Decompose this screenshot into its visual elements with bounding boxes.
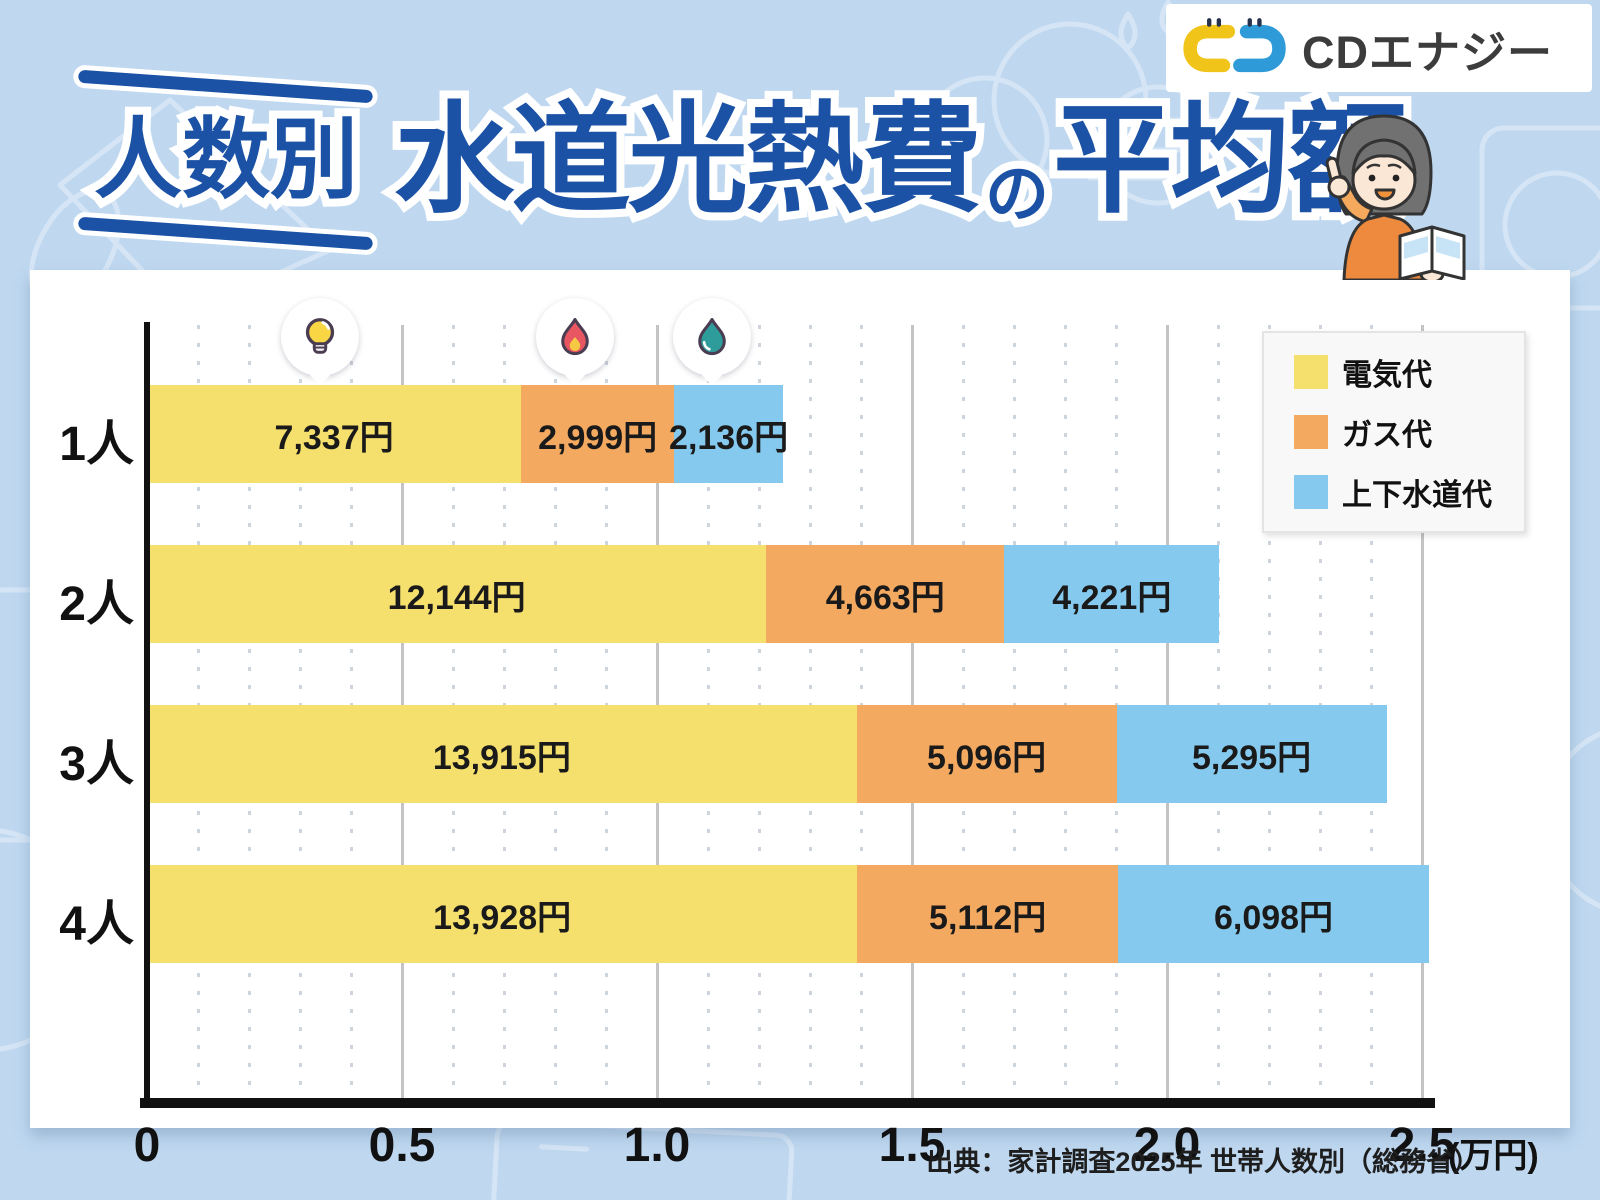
legend-item-電気代: 電気代 — [1294, 350, 1524, 394]
bar-value-label: 6,098円 — [1213, 898, 1334, 937]
title-prefix-block: 人数別 — [77, 69, 374, 251]
bar-segment-1人-ガス代: 2,999円 — [521, 385, 675, 483]
logo-text: CDエナジー — [1302, 26, 1553, 78]
bar-value-label: 2,136円 — [669, 418, 789, 457]
bar-segment-3人-ガス代: 5,096円 — [856, 705, 1117, 803]
bar-segment-1人-電気代: 7,337円 — [147, 385, 522, 483]
legend-swatch — [1294, 475, 1328, 509]
x-tick-label-0: 0 — [133, 1119, 161, 1172]
category-label-1: 1人 — [59, 418, 134, 471]
bar-segment-3人-上下水道代: 5,295円 — [1116, 705, 1387, 803]
legend-label: ガス代 — [1342, 419, 1432, 452]
plot-area: 電気代ガス代上下水道代 1人 7,337円 2,999円 2,136円 2人 12,144… — [30, 270, 1570, 1175]
bar-value-label: 5,112円 — [929, 898, 1047, 937]
legend-swatch — [1294, 355, 1328, 389]
chart-panel: 電気代ガス代上下水道代 1人 7,337円 2,999円 2,136円 2人 12,144… — [30, 270, 1570, 1175]
bar-value-label: 4,221円 — [1052, 578, 1172, 617]
bar-value-label: 7,337円 — [274, 418, 394, 457]
category-label-4: 4人 — [59, 898, 134, 951]
presenter-illustration — [1325, 114, 1466, 280]
flame-icon — [561, 317, 589, 356]
bar-value-label: 13,915円 — [432, 738, 571, 777]
x-axis-line — [140, 1098, 1435, 1108]
cd-energy-logo: CDエナジー — [1166, 4, 1592, 92]
x-tick-label-0.5: 0.5 — [368, 1119, 436, 1172]
page-title: 人数別 水道光熱費 の 平均額 — [77, 69, 1407, 251]
bar-segment-1人-上下水道代: 2,136円 — [669, 385, 788, 483]
bar-segment-2人-上下水道代: 4,221円 — [1004, 545, 1220, 643]
chart-legend: 電気代ガス代上下水道代 — [1262, 331, 1526, 533]
x-axis-unit-label: (万円) — [1448, 1137, 1539, 1175]
bar-segment-2人-電気代: 12,144円 — [147, 545, 767, 643]
y-axis-line — [144, 322, 150, 1106]
bar-value-label: 5,096円 — [927, 738, 1047, 777]
bar-segment-3人-電気代: 13,915円 — [147, 705, 857, 803]
bar-segment-4人-ガス代: 5,112円 — [857, 865, 1119, 963]
cd-energy-logo-mark — [1183, 18, 1286, 73]
title-main: 水道光熱費 — [394, 97, 982, 223]
gas-marker — [536, 298, 614, 376]
category-label-3: 3人 — [59, 738, 134, 791]
bar-segment-4人-上下水道代: 6,098円 — [1118, 865, 1430, 963]
category-label-2: 2人 — [59, 578, 134, 631]
legend-label: 電気代 — [1342, 359, 1432, 392]
water-marker — [673, 298, 751, 376]
x-tick-label-2.5: 2.5 — [1388, 1119, 1456, 1172]
bar-value-label: 2,999円 — [538, 418, 658, 457]
bar-value-label: 4,663円 — [825, 578, 945, 617]
legend-item-上下水道代: 上下水道代 — [1294, 470, 1524, 514]
gridline-major — [1420, 325, 1424, 1102]
x-tick-label-1.0: 1.0 — [623, 1119, 691, 1172]
title-prefix: 人数別 — [94, 113, 358, 207]
source-citation: 出典：家計調査2025年 世帯人数別（総務省） — [926, 1147, 1480, 1177]
bar-value-label: 5,295円 — [1192, 738, 1312, 777]
waterdrop-icon — [698, 317, 726, 356]
electricity-marker — [281, 298, 359, 376]
legend-label: 上下水道代 — [1342, 479, 1492, 512]
legend-swatch — [1294, 415, 1328, 449]
bar-segment-4人-電気代: 13,928円 — [147, 865, 858, 963]
bar-value-label: 12,144円 — [387, 578, 526, 617]
legend-item-ガス代: ガス代 — [1294, 410, 1524, 454]
lightbulb-icon — [305, 318, 335, 354]
x-tick-label-2.0: 2.0 — [1133, 1119, 1201, 1172]
bar-segment-2人-ガス代: 4,663円 — [766, 545, 1005, 643]
bar-value-label: 13,928円 — [433, 898, 572, 937]
x-tick-label-1.5: 1.5 — [878, 1119, 946, 1172]
title-particle: の — [985, 161, 1049, 229]
